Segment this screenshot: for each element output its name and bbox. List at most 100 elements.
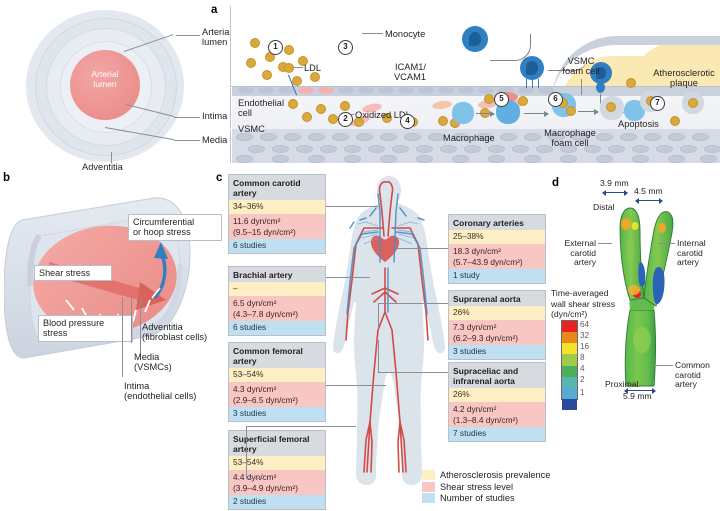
step-number-6: 6 [548,92,563,107]
media-vsmc [404,133,421,141]
card-prevalence: 26% [449,388,545,403]
label-vsmc: VSMC [238,124,265,134]
colorbar-tick-2: 2 [580,375,585,384]
label-common-carotid-artery-d: Common carotid artery [675,360,710,390]
media-vsmc [668,155,685,163]
card-coronary-arteries[interactable]: Coronary arteries 25–38% 18.3 dyn/cm² (5… [448,214,546,284]
monocyte-diapedesis [596,82,605,93]
hotspot-orange [621,218,631,230]
card-title: Superficial femoral artery [229,431,325,457]
media-vsmc [632,155,649,163]
callout-hoop-stress: Circumferential or hoop stress [128,214,222,241]
card-suprarenal-aorta[interactable]: Suprarenal aorta 26% 7.3 dyn/cm² (6.2–9.… [448,290,546,360]
media-vsmc [440,145,457,153]
media-vsmc [260,133,277,141]
media-vsmc [464,145,481,153]
endothelial-cell [338,87,354,94]
ldl-particle [284,45,294,55]
panel-b-letter: b [3,172,11,184]
endothelial-cell [538,87,554,94]
monocyte-rolling-arrow [490,34,531,61]
leader-monocyte [362,33,383,34]
media-vsmc [512,145,529,153]
media-vsmc [416,145,433,153]
card-brachial-artery[interactable]: Brachial artery – 6.5 dyn/cm² (4.3–7.8 d… [228,266,326,336]
card-superficial-femoral-artery[interactable]: Superficial femoral artery 53–54% 4.4 dy… [228,430,326,510]
label-media-b: Media (VSMCs) [134,352,172,373]
oxidized-ldl-particle [354,117,364,127]
monocyte-adhesion-arrow [548,56,588,71]
media-vsmc [320,145,337,153]
colorbar-segment-16 [562,343,577,355]
card-common-carotid-artery[interactable]: Common carotid artery 34–36% 11.6 dyn/cm… [228,174,326,254]
connector-suprarenal [378,303,448,304]
media-vsmc [692,133,709,141]
endothelium-band [232,86,720,97]
oxidized-ldl-particle [340,101,350,111]
media-vsmc [272,145,289,153]
label-proximal: Proximal [605,379,639,389]
media-vsmc [620,133,637,141]
ldl-legend-dot [284,63,294,73]
media-vsmc [596,133,613,141]
label-intima: Intima [202,111,228,121]
colorbar-segment-8 [562,354,577,366]
leader-vsmc-foam-cell [581,79,582,95]
colorbar-tick-64: 64 [580,320,590,329]
label-arterial-lumen: Arterial lumen [202,27,232,48]
colorbar-tick-1: 1 [580,388,585,397]
connector-superficial-femoral-h [246,478,264,479]
media-vsmc [428,133,445,141]
endothelial-cell [238,87,254,94]
endothelial-cell [438,87,454,94]
hoop-stress-arrow [152,242,168,300]
endothelial-cell [278,87,294,94]
media-vsmc [584,145,601,153]
card-shear-stress: 4.3 dyn/cm² (2.9–6.5 dyn/cm²) [229,382,325,408]
colorbar-tick-4: 4 [580,364,585,373]
connector-coronary [396,248,448,249]
ldl-uptake-particle [688,98,698,108]
label-macrophage-foam-cell: Macrophage foam cell [544,128,596,149]
card-shear-stress: 7.3 dyn/cm² (6.2–9.3 dyn/cm²) [449,320,545,345]
card-studies: 3 studies [449,344,545,359]
macrophage [624,100,645,121]
media-vsmc [668,133,685,141]
oxidized-ldl-particle [382,113,392,123]
card-common-femoral-artery[interactable]: Common femoral artery 53–54% 4.3 dyn/cm²… [228,342,326,422]
media-vsmc [392,145,409,153]
media-vsmc [476,133,493,141]
leader-media-b [131,297,132,343]
bracket-intima [230,88,231,128]
carotid-bifurcation-cfd-model [619,207,674,387]
media-vsmc [560,145,577,153]
card-studies: 1 study [449,268,545,283]
card-supraceliac-infrarenal-aorta[interactable]: Supraceliac and infrarenal aorta 26% 4.2… [448,362,546,442]
arrow-macrophage-to-foam [476,110,495,118]
label-internal-carotid-artery: Internal carotid artery [677,238,706,268]
media-vsmc [452,133,469,141]
leader-intima-2 [174,117,200,118]
endothelial-cell [398,87,414,94]
media-vsmc [236,155,253,163]
panel-a-cross-section: Arterial lumen [8,6,208,166]
connector-supraceliac-v [378,340,379,372]
leader-external-carotid [598,243,612,244]
colorbar-segment-64 [562,321,577,333]
leader-media-2 [174,140,200,141]
card-title: Common femoral artery [229,343,325,369]
connector-supraceliac [378,372,448,373]
label-adventitia-b: Adventitia (fibroblast cells) [142,322,208,343]
endothelial-cell-activated [318,87,334,94]
media-vsmc [356,133,373,141]
human-body-vasculature [333,176,445,485]
panel-c-legend: Atherosclerosis prevalence Shear stress … [422,470,550,505]
card-prevalence: – [229,282,325,297]
card-studies: 6 studies [229,320,325,335]
card-prevalence: 53–54% [229,368,325,383]
connector-superficial-femoral-v [246,426,247,478]
media-vsmc [236,133,253,141]
media-vsmc [488,155,505,163]
ldl-uptake-particle [606,102,616,112]
ldl-uptake-particle [484,94,494,104]
